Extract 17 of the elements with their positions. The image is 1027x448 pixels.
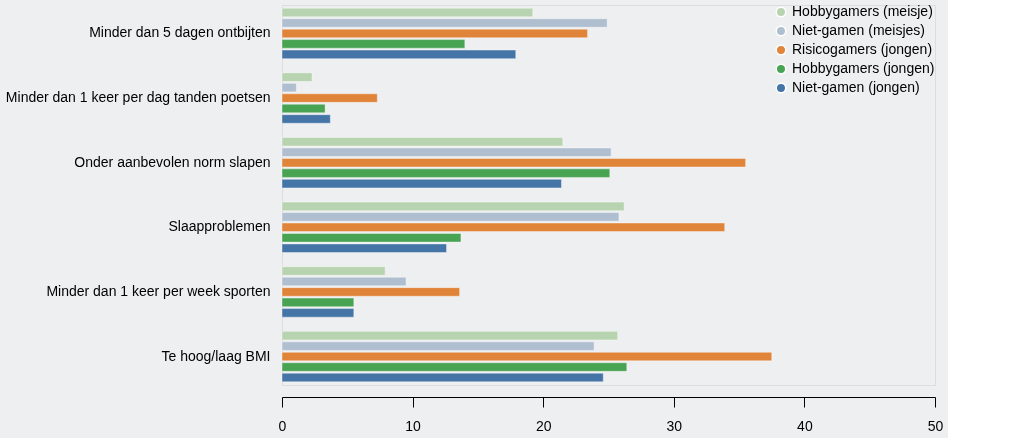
y-tick-label: Minder dan 1 keer per dag tanden poetsen xyxy=(5,89,271,106)
legend-label: Niet-gamen (meisjes) xyxy=(792,22,926,38)
y-tick-label: Minder dan 5 dagen ontbijten xyxy=(89,24,271,41)
legend-label: Hobbygamers (meisje) xyxy=(792,3,933,19)
x-tick-label: 0 xyxy=(278,417,287,434)
y-tick-label: Onder aanbevolen norm slapen xyxy=(74,153,271,170)
x-tick-label: 10 xyxy=(405,417,422,434)
y-tick-label: Slaapproblemen xyxy=(168,218,271,235)
x-tick-label: 40 xyxy=(797,417,813,434)
y-tick-label: Te hoog/laag BMI xyxy=(161,347,271,364)
x-tick-label: 20 xyxy=(535,417,552,434)
legend-label: Hobbygamers (jongen) xyxy=(792,60,935,76)
x-tick-label: 50 xyxy=(927,417,944,434)
y-tick-label: Minder dan 1 keer per week sporten xyxy=(46,282,271,299)
legend-label: Risicogamers (jongen) xyxy=(792,41,933,57)
x-tick-label: 30 xyxy=(666,417,683,434)
legend-label: Niet-gamen (jongen) xyxy=(792,79,920,95)
